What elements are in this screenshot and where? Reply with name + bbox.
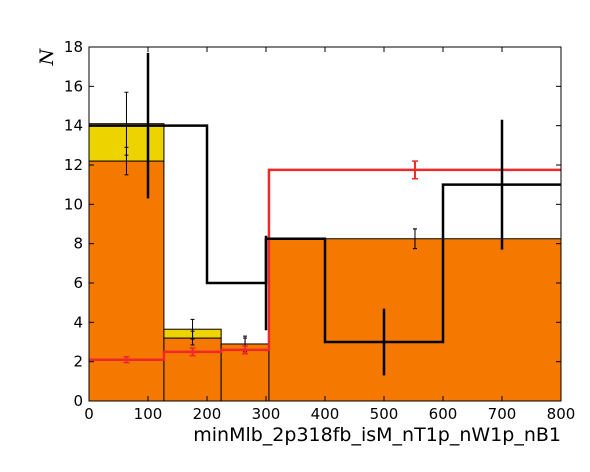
stacked-bar-0-0 [88, 160, 165, 402]
x-tick-label: 700 [488, 405, 517, 423]
y-tick-label: 4 [73, 313, 83, 331]
x-tick-label: 100 [134, 405, 163, 423]
y-tick-label: 6 [73, 274, 83, 292]
x-tick-label: 600 [429, 405, 458, 423]
red-step-line [89, 168, 561, 361]
x-tick-label: 500 [370, 405, 399, 423]
black-step-line [89, 124, 561, 344]
x-axis-label: minMlb_2p318fb_isM_nT1p_nW1p_nB1 [193, 424, 561, 446]
x-tick-label: 200 [193, 405, 222, 423]
y-tick-label: 8 [73, 235, 83, 253]
y-axis-label: N [36, 47, 58, 66]
x-tick-label: 400 [311, 405, 340, 423]
y-tick-label: 0 [73, 392, 83, 410]
y-tick-label: 10 [64, 195, 83, 213]
y-tick-label: 18 [64, 38, 83, 56]
y-tick-label: 2 [73, 353, 83, 371]
y-tick-label: 16 [64, 77, 83, 95]
stacked-bar-0-3 [268, 238, 562, 402]
x-tick-label: 0 [84, 405, 94, 423]
x-tick-label: 800 [547, 405, 576, 423]
y-tick-label: 12 [64, 156, 83, 174]
y-tick-label: 14 [64, 117, 83, 135]
plot-area [88, 52, 562, 402]
axes: 0 100 200 300 400 500 600 700 800 0 2 4 6 8 10 12 14 16 18 [64, 38, 575, 423]
x-tick-label: 300 [252, 405, 281, 423]
